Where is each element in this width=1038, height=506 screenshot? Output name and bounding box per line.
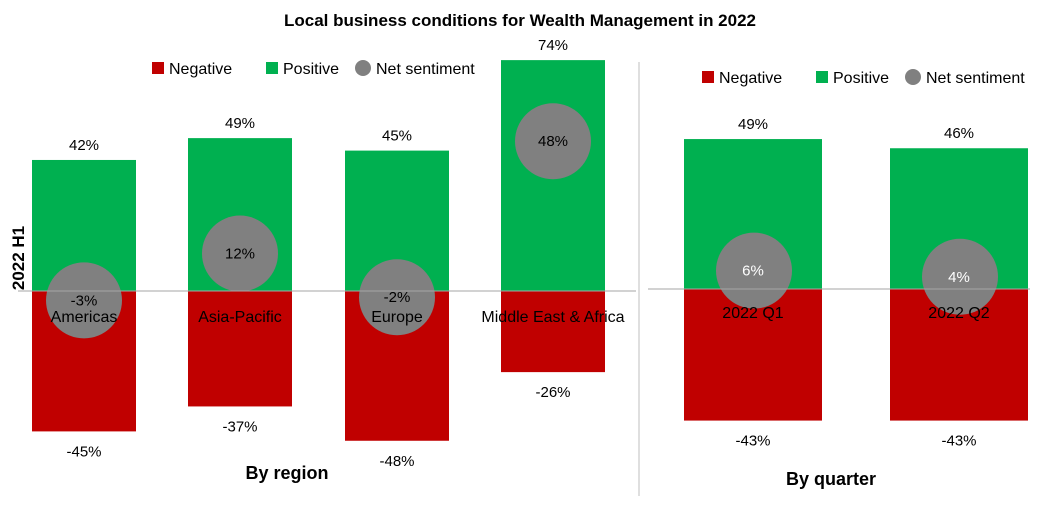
net-sentiment-marker xyxy=(922,238,998,315)
net-sentiment-marker xyxy=(716,232,792,309)
category-label: Middle East & Africa xyxy=(481,309,624,326)
data-label-net-sentiment: 4% xyxy=(948,269,970,286)
legend-swatch-positive xyxy=(816,71,828,83)
data-label-negative: -45% xyxy=(66,443,101,460)
legend-swatch-negative xyxy=(152,62,164,74)
data-label-net-sentiment: -2% xyxy=(384,289,411,306)
legend-swatch-negative xyxy=(702,71,714,83)
data-label-negative: -26% xyxy=(535,384,570,401)
net-sentiment-marker xyxy=(46,262,122,339)
category-label: Europe xyxy=(371,309,423,326)
legend-label: Negative xyxy=(169,61,232,78)
data-label-positive: 46% xyxy=(944,125,974,142)
bar-negative xyxy=(684,289,822,421)
data-label-positive: 42% xyxy=(69,137,99,154)
x-axis-label: By quarter xyxy=(786,469,876,489)
data-label-net-sentiment: -3% xyxy=(71,292,98,309)
net-sentiment-marker xyxy=(515,103,591,180)
legend-label: Positive xyxy=(833,70,889,87)
net-sentiment-marker xyxy=(359,259,435,336)
legend-label: Net sentiment xyxy=(926,70,1025,87)
data-label-positive: 45% xyxy=(382,128,412,145)
data-label-positive: 49% xyxy=(225,115,255,132)
data-label-negative: -37% xyxy=(222,418,257,435)
category-label: Asia-Pacific xyxy=(198,309,282,326)
category-label: 2022 Q1 xyxy=(722,305,783,322)
legend-label: Positive xyxy=(283,61,339,78)
legend-swatch-net-sentiment xyxy=(355,60,371,76)
data-label-net-sentiment: 48% xyxy=(538,133,568,150)
legend-swatch-net-sentiment xyxy=(905,69,921,85)
category-label: 2022 Q2 xyxy=(928,305,989,322)
data-label-positive: 74% xyxy=(538,37,568,54)
x-axis-label: By region xyxy=(245,463,328,483)
legend-label: Net sentiment xyxy=(376,61,475,78)
data-label-negative: -48% xyxy=(379,453,414,470)
bar-negative xyxy=(501,291,605,373)
legend-swatch-positive xyxy=(266,62,278,74)
data-label-positive: 49% xyxy=(738,116,768,133)
data-label-negative: -43% xyxy=(941,433,976,450)
category-label: Americas xyxy=(51,309,118,326)
chart-title: Local business conditions for Wealth Man… xyxy=(284,11,756,30)
net-sentiment-marker xyxy=(202,215,278,292)
data-label-negative: -43% xyxy=(735,433,770,450)
bar-negative xyxy=(188,291,292,407)
y-axis-label: 2022 H1 xyxy=(9,226,28,290)
legend-label: Negative xyxy=(719,70,782,87)
data-label-net-sentiment: 12% xyxy=(225,246,255,263)
data-label-net-sentiment: 6% xyxy=(742,263,764,280)
